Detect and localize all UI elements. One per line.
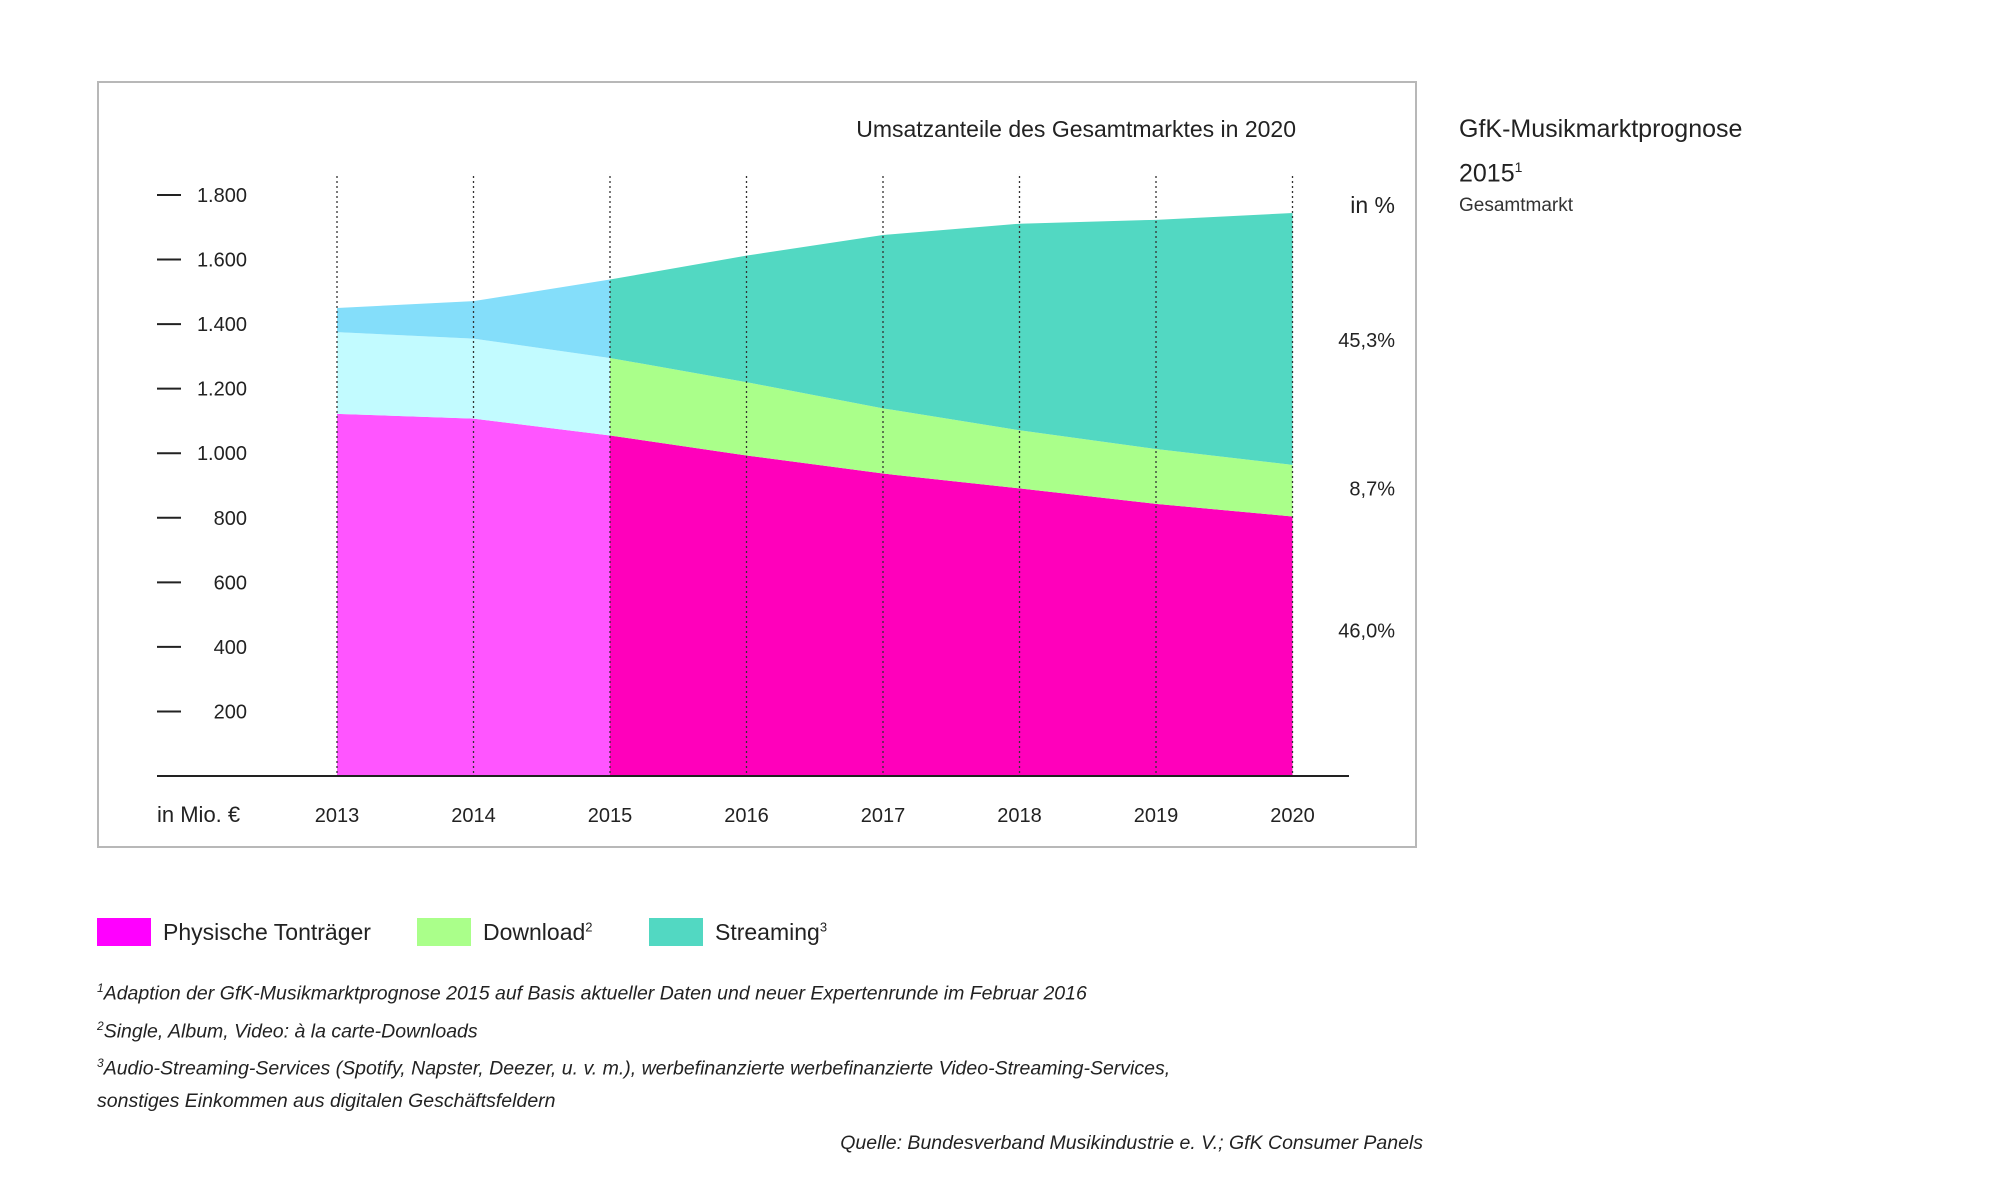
x-axis-label: in Mio. € bbox=[157, 802, 240, 827]
x-tick-label-2018: 2018 bbox=[997, 805, 1042, 827]
x-tick-label-2016: 2016 bbox=[724, 805, 769, 827]
legend-swatch-download bbox=[417, 918, 471, 946]
chart-plot: 200 400 600 800 1.000 1.200 1.400 1.600 1.800 201… bbox=[157, 116, 1395, 827]
legend-item-physische: Physische Tonträger bbox=[97, 918, 371, 946]
y-tick-label-200: 200 bbox=[214, 701, 247, 723]
x-tick-label-2017: 2017 bbox=[861, 805, 906, 827]
share-label-0: 45,3% bbox=[1338, 330, 1395, 352]
y-tick-label-800: 800 bbox=[214, 508, 247, 530]
y-tick-label-1400: 1.400 bbox=[197, 314, 247, 336]
legend-label-download: Download2 bbox=[483, 918, 593, 945]
legend-swatch-physische bbox=[97, 918, 151, 946]
x-tick-label-2015: 2015 bbox=[588, 805, 633, 827]
chart-title: Umsatzanteile des Gesamtmarktes in 2020 bbox=[856, 116, 1296, 142]
legend-label-streaming: Streaming3 bbox=[715, 918, 828, 945]
y-tick-label-1600: 1.600 bbox=[197, 250, 247, 272]
area-physische-tontr-ger bbox=[610, 435, 1293, 776]
x-tick-label-2013: 2013 bbox=[315, 805, 360, 827]
chart-frame: 200 400 600 800 1.000 1.200 1.400 1.600 1.800 201… bbox=[97, 81, 1417, 848]
area-historic-download bbox=[337, 332, 610, 436]
x-tick-label-2019: 2019 bbox=[1134, 805, 1179, 827]
legend-item-download: Download2 bbox=[417, 918, 593, 946]
legend-swatch-streaming bbox=[649, 918, 703, 946]
x-tick-label-2014: 2014 bbox=[451, 805, 496, 827]
x-tick-label-2020: 2020 bbox=[1270, 805, 1315, 827]
share-label-1: 8,7% bbox=[1349, 479, 1395, 501]
side-title: GfK-Musikmarktprognose 20151 bbox=[1459, 110, 1742, 192]
side-title-year: 2015 bbox=[1459, 159, 1515, 188]
area-download bbox=[610, 357, 1293, 517]
side-title-line1: GfK-Musikmarktprognose bbox=[1459, 115, 1743, 143]
footnote-3: 3Audio-Streaming-Services (Spotify, Naps… bbox=[97, 1056, 1171, 1080]
footnotes: 1Adaption der GfK-Musikmarktprognose 201… bbox=[97, 972, 1170, 1117]
area-historic-physische-tontr-ger bbox=[337, 413, 610, 776]
footnote-2: 2Single, Album, Video: à la carte-Downlo… bbox=[97, 1018, 478, 1043]
area-historic-streaming bbox=[337, 279, 610, 358]
y-tick-label-1800: 1.800 bbox=[197, 185, 247, 207]
area-streaming bbox=[610, 213, 1293, 465]
share-label-2: 46,0% bbox=[1338, 621, 1395, 643]
side-title-line2: 20151 bbox=[1459, 148, 1742, 192]
footnote-3-continued: sonstiges Einkommen aus digitalen Geschä… bbox=[97, 1089, 556, 1112]
legend-label-physische: Physische Tonträger bbox=[163, 918, 371, 945]
side-subtitle: Gesamtmarkt bbox=[1459, 195, 1574, 216]
y-tick-label-1000: 1.000 bbox=[197, 443, 247, 465]
source-credit: Quelle: Bundesverband Musikindustrie e. … bbox=[840, 1132, 1423, 1154]
y-tick-label-1200: 1.200 bbox=[197, 379, 247, 401]
y-tick-label-400: 400 bbox=[214, 637, 247, 659]
footnote-1: 1Adaption der GfK-Musikmarktprognose 201… bbox=[97, 981, 1087, 1005]
y-tick-label-600: 600 bbox=[214, 572, 247, 594]
side-title-footnote-marker: 1 bbox=[1514, 159, 1523, 175]
right-axis-label: in % bbox=[1350, 192, 1395, 218]
legend-item-streaming: Streaming3 bbox=[649, 918, 827, 946]
